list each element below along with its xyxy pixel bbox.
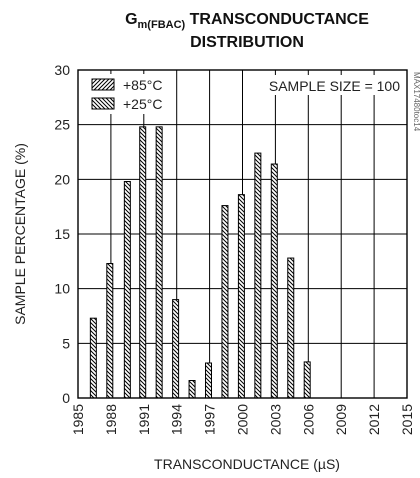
legend-swatch-85c xyxy=(91,78,115,91)
title-g: G xyxy=(125,11,137,28)
legend-swatch-25c xyxy=(91,97,115,110)
y-axis-label: SAMPLE PERCENTAGE (%) xyxy=(12,143,28,325)
x-tick-label: 2006 xyxy=(300,404,316,435)
grid xyxy=(78,70,407,398)
bar-25c xyxy=(205,362,213,399)
watermark: MAX17480toc14 xyxy=(412,72,420,132)
bar-25c xyxy=(106,263,114,399)
bar-25c xyxy=(221,205,229,399)
y-tick-label: 30 xyxy=(54,62,70,78)
bar-25c xyxy=(254,152,262,399)
x-tick-label: 1985 xyxy=(70,404,86,435)
x-tick-label: 1991 xyxy=(136,404,152,435)
bar-25c xyxy=(89,317,97,399)
sample-size-annotation: SAMPLE SIZE = 100 xyxy=(269,78,400,94)
legend-label-85c: +85°C xyxy=(123,77,162,93)
bar-25c xyxy=(123,181,131,399)
bar-25c xyxy=(188,380,196,399)
x-ticks: 1985 1988 1991 1994 1997 2000 2003 2006 2009 2012… xyxy=(70,404,415,435)
chart-title: Gm(FBAC) TRANSCONDUCTANCE xyxy=(125,11,369,31)
x-tick-label: 2015 xyxy=(399,404,415,435)
legend-label-25c: +25°C xyxy=(123,96,162,112)
y-tick-label: 0 xyxy=(62,390,70,406)
title-subscript: m(FBAC) xyxy=(138,19,186,31)
x-tick-label: 2000 xyxy=(235,404,251,435)
y-tick-label: 20 xyxy=(54,171,70,187)
bar-25c xyxy=(172,299,180,399)
title-rest: TRANSCONDUCTANCE xyxy=(185,11,369,28)
x-tick-label: 1994 xyxy=(169,404,185,435)
x-axis-label: TRANSCONDUCTANCE (µS) xyxy=(154,456,340,472)
x-tick-label: 1997 xyxy=(202,404,218,435)
bar-25c xyxy=(237,194,245,399)
x-tick-label: 2012 xyxy=(366,404,382,435)
x-tick-label: 1988 xyxy=(103,404,119,435)
y-tick-label: 25 xyxy=(54,117,70,133)
y-tick-label: 10 xyxy=(54,281,70,297)
x-tick-label: 2003 xyxy=(267,404,283,435)
bar-25c xyxy=(287,257,295,399)
y-ticks: 0 5 10 15 20 25 30 xyxy=(54,62,70,406)
y-tick-label: 5 xyxy=(62,335,70,351)
chart-title-line2: DISTRIBUTION xyxy=(190,34,304,51)
y-tick-label: 15 xyxy=(54,226,70,242)
legend: +85°C +25°C xyxy=(84,74,176,114)
bar-25c xyxy=(155,126,163,399)
bar-25c xyxy=(270,163,278,399)
annotation-box xyxy=(264,75,404,95)
x-tick-label: 2009 xyxy=(333,404,349,435)
bar-25c xyxy=(139,126,147,399)
bars xyxy=(89,126,311,399)
bar-25c xyxy=(303,361,311,399)
plot-frame xyxy=(77,69,408,399)
